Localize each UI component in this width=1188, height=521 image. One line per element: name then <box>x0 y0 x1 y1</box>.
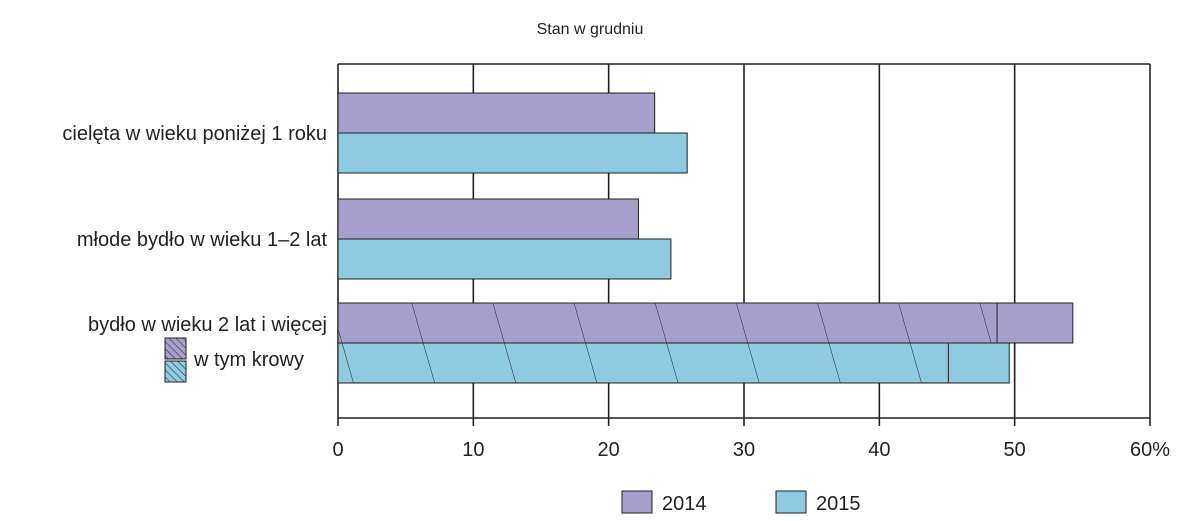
category-label-adult-cattle: bydło w wieku 2 lat i więcej <box>88 314 327 336</box>
cows-swatch-2015-hatch <box>165 361 186 382</box>
x-tick-label-3: 30 <box>733 439 755 461</box>
category-label-young-cattle: młode bydło w wieku 1–2 lat <box>77 229 328 251</box>
axes <box>338 63 1150 419</box>
x-tick-labels: 0 10 20 30 40 50 60% <box>332 439 1170 461</box>
x-tick-label-2: 20 <box>598 439 620 461</box>
bar-calves-2014 <box>337 92 656 134</box>
bar-cows-hatch-2015 <box>338 343 949 383</box>
bar-calves-2015 <box>337 132 688 174</box>
bar-cows-hatch-2014 <box>338 303 998 343</box>
bar-young-cattle-2015 <box>337 238 672 280</box>
chart-title: Stan w grudniu <box>537 21 644 38</box>
x-tick-label-6: 60% <box>1130 439 1170 461</box>
cows-sublabel: w tym krowy <box>193 349 304 371</box>
cows-swatch-2014-hatch <box>165 338 186 359</box>
bar-young-cattle-2014 <box>337 198 639 240</box>
x-tick-label-0: 0 <box>332 439 343 461</box>
legend-label-2015: 2015 <box>816 493 861 515</box>
x-tick-label-5: 50 <box>1004 439 1026 461</box>
x-tick-label-4: 40 <box>868 439 890 461</box>
legend-swatch-2014 <box>621 490 653 514</box>
category-label-calves: cielęta w wieku poniżej 1 roku <box>62 123 327 145</box>
legend-label-2014: 2014 <box>662 493 707 515</box>
bars <box>337 92 1074 384</box>
x-tick-label-1: 10 <box>462 439 484 461</box>
legend-swatch-2015 <box>775 490 807 514</box>
